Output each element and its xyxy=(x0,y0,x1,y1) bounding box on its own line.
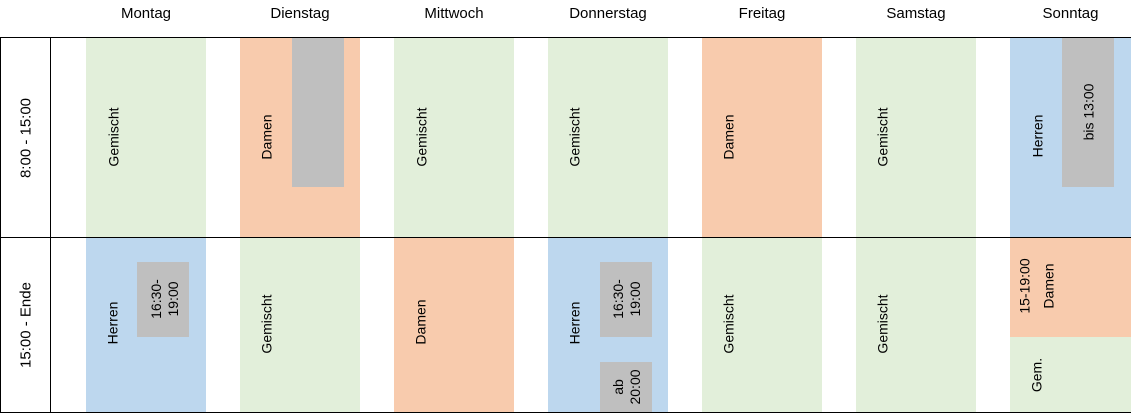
thu-evening-note1: 16:30- 19:00 xyxy=(610,279,643,319)
sun-morning-note: bis 13:00 xyxy=(1080,83,1097,141)
mon-evening-label: Herren xyxy=(104,301,121,345)
thu-evening-note1-block: 16:30- 19:00 xyxy=(600,262,652,337)
row-label-morning-cell: 8:00 - 15:00 xyxy=(0,37,51,238)
sun-evening-time: 15-19:00 xyxy=(1016,258,1033,314)
sun-evening-ladies-label: Damen xyxy=(1040,263,1057,309)
header-sonntag: Sonntag xyxy=(1042,5,1099,22)
sun-evening-gem-label: Gem. xyxy=(1028,357,1045,393)
sat-evening-block: Gemischt xyxy=(856,238,976,413)
tue-morning-gray-block xyxy=(292,37,344,187)
thu-evening-label: Herren xyxy=(566,301,583,345)
wed-evening-block: Damen xyxy=(394,238,514,413)
tue-morning-label: Damen xyxy=(258,114,275,160)
sat-morning-label: Gemischt xyxy=(874,107,891,167)
fri-evening-block: Gemischt xyxy=(702,238,822,413)
grid-line-top xyxy=(0,37,1131,38)
header-mittwoch: Mittwoch xyxy=(424,5,484,22)
row-label-evening-cell: 15:00 - Ende xyxy=(0,237,51,413)
header-dienstag: Dienstag xyxy=(270,5,330,22)
wed-evening-label: Damen xyxy=(412,299,429,345)
row-label-evening: 15:00 - Ende xyxy=(17,282,35,368)
tue-evening-block: Gemischt xyxy=(240,238,360,413)
sat-morning-block: Gemischt xyxy=(856,37,976,237)
grid-line-middle xyxy=(0,237,1131,238)
sun-evening-gem-block: Gem. xyxy=(1010,337,1131,413)
row-label-morning: 8:00 - 15:00 xyxy=(17,97,35,179)
header-samstag: Samstag xyxy=(886,5,946,22)
sun-morning-label: Herren xyxy=(1029,114,1046,158)
wed-morning-block: Gemischt xyxy=(394,37,514,237)
thu-evening-note2-block: ab 20:00 xyxy=(600,362,652,413)
header-donnerstag: Donnerstag xyxy=(569,5,647,22)
header-freitag: Freitag xyxy=(738,5,786,22)
fri-evening-label: Gemischt xyxy=(720,294,737,354)
thu-evening-note2: ab 20:00 xyxy=(610,369,643,405)
mon-evening-note: 16:30- 19:00 xyxy=(148,279,181,319)
header-montag: Montag xyxy=(120,5,172,22)
mon-morning-label: Gemischt xyxy=(105,107,122,167)
thu-morning-block: Gemischt xyxy=(548,37,668,237)
fri-morning-block: Damen xyxy=(702,37,822,237)
thu-morning-label: Gemischt xyxy=(566,107,583,167)
sat-evening-label: Gemischt xyxy=(874,294,891,354)
mon-morning-block: Gemischt xyxy=(86,37,206,237)
mon-evening-note-block: 16:30- 19:00 xyxy=(137,262,189,337)
fri-morning-label: Damen xyxy=(720,114,737,160)
tue-evening-label: Gemischt xyxy=(258,294,275,354)
sun-evening-ladies-block: 15-19:00 Damen xyxy=(1010,238,1131,337)
wed-morning-label: Gemischt xyxy=(413,107,430,167)
sun-morning-note-block: bis 13:00 xyxy=(1062,37,1114,187)
